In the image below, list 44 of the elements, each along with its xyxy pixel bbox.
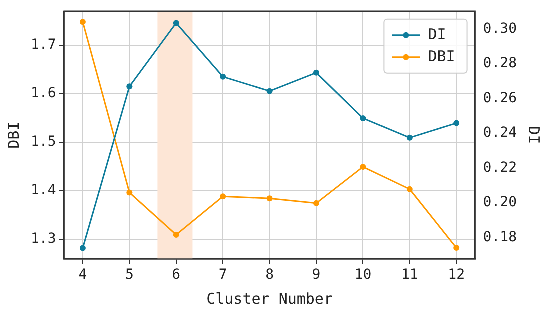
y2-tick-label: 0.24: [483, 125, 518, 142]
point: [454, 120, 460, 126]
x-axis-title: Cluster Number: [206, 290, 334, 308]
point: [266, 196, 273, 202]
point: [126, 84, 133, 90]
y2-axis-title: DI: [525, 126, 544, 144]
point: [406, 186, 413, 192]
x-tick-label: 12: [448, 267, 466, 284]
x-tick-label: 11: [401, 267, 418, 284]
x-tick-label: 9: [312, 267, 321, 284]
point: [313, 200, 320, 206]
point: [454, 245, 460, 252]
point: [313, 70, 320, 76]
point: [220, 74, 226, 80]
point: [360, 164, 366, 170]
point: [173, 232, 180, 238]
x-tick-label: 7: [218, 267, 228, 284]
y-tick-label: 1.6: [30, 85, 56, 102]
y-tick-label: 1.7: [30, 36, 56, 53]
x-tick-label: 10: [354, 267, 372, 284]
x-tick-label: 8: [266, 267, 274, 284]
y2-tick-label: 0.22: [483, 160, 518, 176]
point: [173, 20, 180, 26]
x-tick-label: 4: [78, 267, 88, 284]
point: [126, 190, 133, 196]
y2-tick-label: 0.26: [483, 90, 518, 106]
y2-tick-label: 0.18: [483, 229, 518, 246]
point: [406, 134, 413, 141]
y-tick-label: 1.4: [30, 182, 56, 198]
x-tick-label: 5: [125, 267, 134, 284]
x-tick-label: 6: [172, 267, 181, 284]
y2-tick-label: 0.20: [483, 194, 518, 211]
y-axis-title: DBI: [4, 122, 23, 149]
legend-label: DBI: [428, 47, 456, 66]
y2-tick-label: 0.30: [483, 20, 518, 37]
point: [266, 88, 273, 94]
y-tick-label: 1.3: [30, 230, 56, 247]
point: [80, 245, 86, 252]
point: [360, 115, 366, 122]
y-tick-label: 1.5: [30, 134, 56, 150]
y2-tick-label: 0.28: [483, 56, 518, 72]
legend-label: DI: [428, 25, 446, 44]
point: [220, 194, 226, 200]
point: [80, 19, 86, 26]
